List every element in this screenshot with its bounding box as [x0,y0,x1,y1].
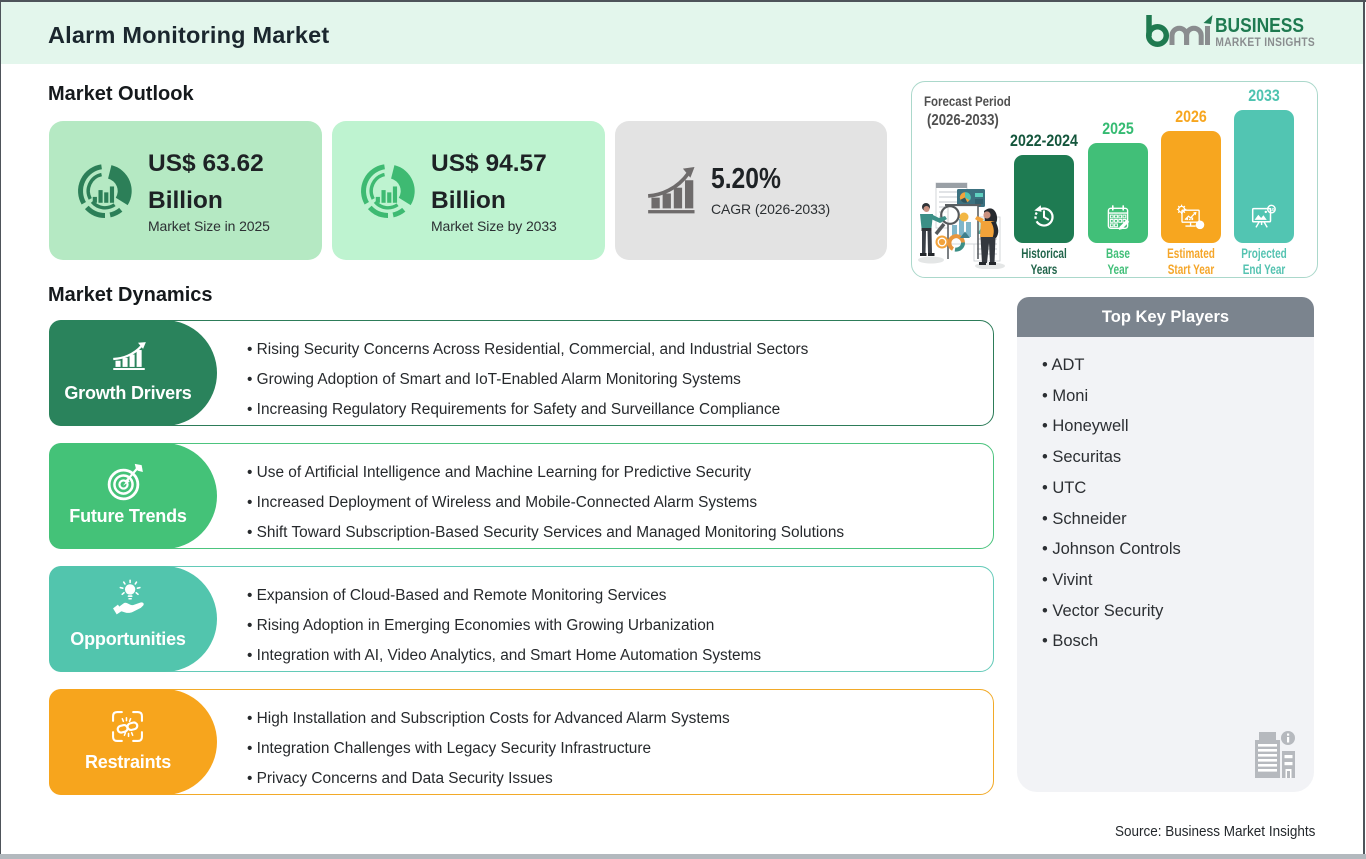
svg-text:10: 10 [1269,207,1275,212]
svg-text:BUSINESS: BUSINESS [1215,15,1304,38]
svg-text:MARKET INSIGHTS: MARKET INSIGHTS [1215,36,1315,49]
